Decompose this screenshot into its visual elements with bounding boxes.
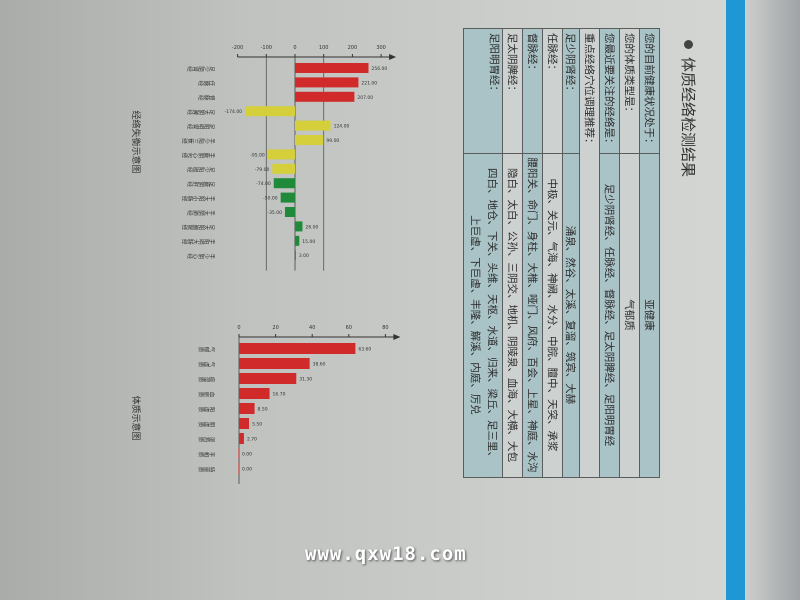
category-label: 气郁质 <box>197 346 216 353</box>
data-label: 221.00 <box>361 80 377 86</box>
data-label: 0.00 <box>242 452 252 458</box>
tick-label: 0 <box>237 325 240 331</box>
tick-label: 80 <box>382 325 388 331</box>
bar <box>239 358 310 369</box>
data-label: -35.00 <box>267 210 282 216</box>
bar <box>239 433 244 444</box>
data-label: -95.00 <box>250 152 265 158</box>
data-label: -74.00 <box>256 181 271 187</box>
tick-label: -200 <box>232 45 243 51</box>
category-label: 阴虚质 <box>197 421 216 428</box>
bar <box>238 403 255 414</box>
bar <box>245 106 295 117</box>
bar <box>267 149 295 160</box>
category-label: 足少阳胆经 <box>187 166 215 173</box>
bar <box>294 91 355 102</box>
data-label: 26.00 <box>305 224 318 230</box>
tick-label: 40 <box>309 325 315 331</box>
category-label: 手少阳三焦经 <box>182 137 217 144</box>
tick-label: 20 <box>272 325 278 331</box>
data-label: -50.00 <box>263 196 278 202</box>
bar <box>294 63 369 73</box>
axis-arrow-icon <box>393 334 401 340</box>
tick-label: 100 <box>319 45 329 51</box>
category-label: 足阳明胃经 <box>187 123 215 130</box>
tick-label: 300 <box>376 45 386 51</box>
data-label: -79.00 <box>255 167 270 173</box>
data-label: 3.00 <box>299 253 309 259</box>
bar <box>295 221 303 232</box>
data-label: -174.00 <box>225 109 243 115</box>
bar <box>295 120 331 131</box>
data-label: 124.00 <box>334 124 350 130</box>
category-label: 特禀质 <box>197 466 216 473</box>
data-label: 207.00 <box>357 95 373 101</box>
category-label: 痰湿质 <box>197 376 216 383</box>
category-label: 血瘀质 <box>197 391 216 398</box>
category-label: 手阳明大肠经 <box>182 238 217 245</box>
bar <box>238 448 239 459</box>
bar <box>272 163 295 174</box>
data-label: 0.00 <box>242 467 252 473</box>
tick-label: -100 <box>261 45 272 51</box>
bar <box>239 388 270 399</box>
category-label: 手太阴肺经 <box>187 209 216 216</box>
data-label: 99.00 <box>326 138 339 144</box>
category-label: 足少阴肾经 <box>187 65 215 72</box>
bar <box>295 77 359 88</box>
bar <box>294 135 324 145</box>
category-label: 足厥阴肝经 <box>187 180 215 187</box>
chart-title: 经络失衡示意图 <box>130 110 142 173</box>
data-label: 31.30 <box>299 377 312 383</box>
chart-title: 体质示意图 <box>130 395 142 440</box>
bar <box>284 207 295 217</box>
bar <box>239 343 356 354</box>
bar <box>294 250 296 261</box>
charts: -200 -100 0 100 200 300256.00足少阴肾经221.00任脉经20… <box>130 45 401 484</box>
data-label: 38.60 <box>313 362 326 368</box>
category-label: 任脉经 <box>198 79 216 86</box>
tick-label: 60 <box>346 325 352 331</box>
data-label: 2.70 <box>247 437 257 443</box>
category-label: 足太阴脾经 <box>187 108 215 115</box>
category-label: 气虚质 <box>197 361 216 368</box>
bar <box>294 235 300 246</box>
category-label: 阳虚质 <box>197 406 216 413</box>
category-label: 平和质 <box>197 451 215 458</box>
category-label: 督脉经 <box>198 94 216 101</box>
data-label: 8.50 <box>258 407 268 413</box>
report-page: 体质经络检测结果 您的目前健康状况处于： 亚健康 您的体质类型是： 气郁质 您最近要… <box>130 0 745 600</box>
data-label: 63.60 <box>358 347 371 353</box>
data-label: 256.00 <box>371 66 387 72</box>
tick-label: 0 <box>293 45 296 51</box>
bar <box>238 463 239 474</box>
data-label: 15.00 <box>302 239 315 245</box>
category-label: 湿热质 <box>197 436 216 443</box>
data-label: 5.50 <box>252 422 262 428</box>
watermark: www.qxw18.com <box>305 543 467 565</box>
bar <box>238 373 297 384</box>
data-label: 16.70 <box>273 392 286 398</box>
axis-arrow-icon <box>389 54 397 60</box>
category-label: 足太阳膀胱经 <box>182 223 216 230</box>
bar <box>280 192 295 203</box>
category-label: 手少阴心经 <box>187 252 216 259</box>
category-label: 手太阳小肠经 <box>182 195 217 202</box>
category-label: 手厥阴心包经 <box>182 151 217 158</box>
bar <box>239 418 250 429</box>
tick-label: 200 <box>348 45 358 51</box>
bar <box>273 178 295 189</box>
